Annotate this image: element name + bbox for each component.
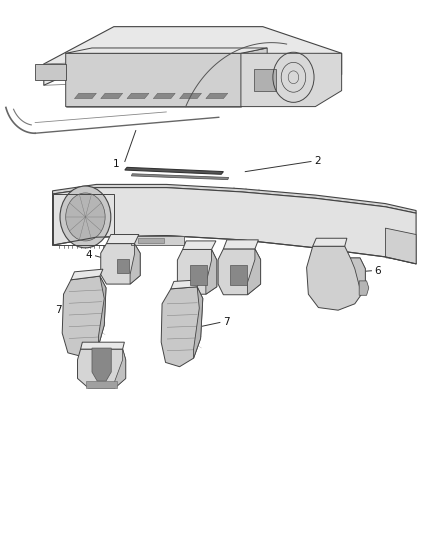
Polygon shape: [223, 240, 258, 249]
Polygon shape: [138, 238, 164, 243]
Polygon shape: [194, 287, 203, 358]
Polygon shape: [127, 93, 149, 99]
Polygon shape: [92, 348, 111, 381]
Text: 7: 7: [223, 317, 230, 327]
Polygon shape: [53, 188, 416, 264]
Text: 3: 3: [74, 215, 81, 225]
Text: 8: 8: [100, 372, 107, 382]
Polygon shape: [177, 249, 217, 294]
Polygon shape: [106, 235, 139, 244]
Text: 2: 2: [314, 156, 321, 166]
Polygon shape: [183, 241, 216, 249]
Polygon shape: [86, 381, 117, 388]
Polygon shape: [35, 64, 66, 80]
Polygon shape: [101, 93, 123, 99]
Polygon shape: [66, 48, 267, 53]
Circle shape: [66, 193, 105, 241]
Polygon shape: [180, 93, 201, 99]
Polygon shape: [115, 349, 126, 388]
Polygon shape: [78, 349, 126, 388]
Polygon shape: [218, 249, 261, 295]
Polygon shape: [171, 280, 201, 289]
Text: 5: 5: [194, 292, 201, 302]
Polygon shape: [313, 238, 347, 246]
Polygon shape: [161, 287, 203, 367]
Polygon shape: [359, 281, 369, 295]
Polygon shape: [307, 246, 365, 310]
Text: 6: 6: [374, 266, 381, 276]
Polygon shape: [241, 53, 342, 107]
Polygon shape: [130, 244, 140, 284]
Polygon shape: [254, 69, 276, 91]
Text: 4: 4: [85, 251, 92, 260]
Polygon shape: [62, 276, 106, 357]
Text: 1: 1: [113, 159, 120, 168]
Polygon shape: [206, 249, 217, 294]
Polygon shape: [385, 228, 416, 264]
Polygon shape: [153, 93, 175, 99]
Polygon shape: [53, 184, 416, 213]
Polygon shape: [71, 269, 103, 280]
Polygon shape: [99, 276, 106, 345]
Polygon shape: [44, 27, 342, 85]
Polygon shape: [131, 236, 184, 245]
Polygon shape: [101, 244, 140, 284]
Polygon shape: [230, 265, 247, 285]
Polygon shape: [131, 174, 229, 180]
Polygon shape: [125, 167, 223, 174]
Polygon shape: [247, 249, 261, 295]
Polygon shape: [81, 342, 124, 349]
Polygon shape: [74, 93, 96, 99]
Polygon shape: [190, 265, 207, 285]
Circle shape: [60, 186, 111, 248]
Text: 7: 7: [55, 305, 62, 314]
Polygon shape: [117, 259, 129, 273]
Polygon shape: [66, 48, 267, 107]
Polygon shape: [350, 258, 365, 289]
Polygon shape: [206, 93, 228, 99]
